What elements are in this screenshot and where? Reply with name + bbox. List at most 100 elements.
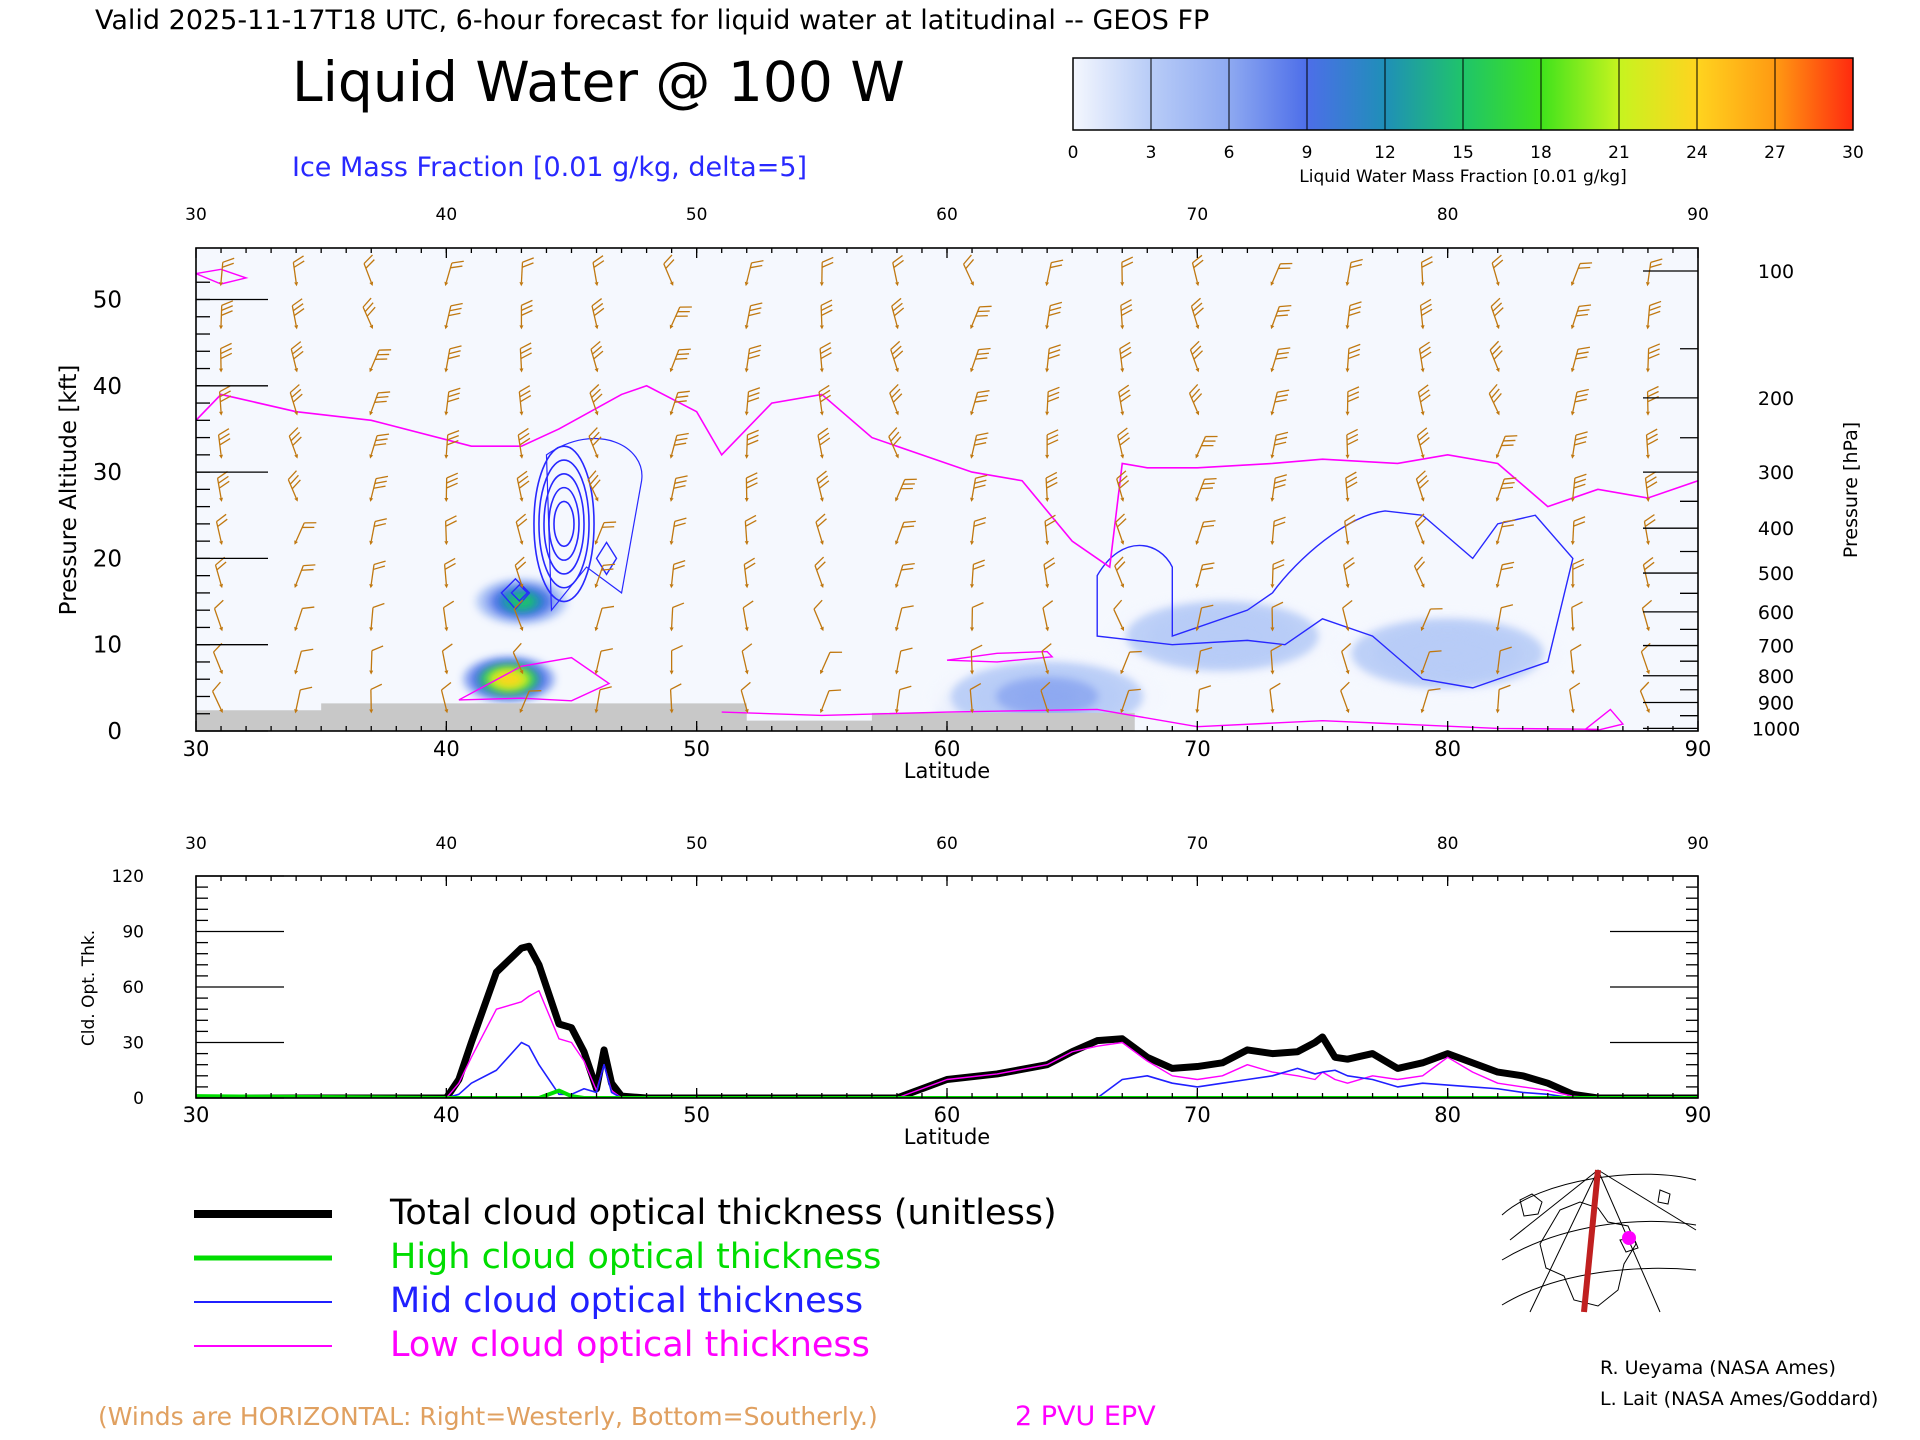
- wind-barb: [970, 474, 988, 502]
- wind-barb: [1045, 259, 1064, 287]
- wind-barb-feather: [443, 600, 455, 609]
- page-title: Liquid Water @ 100 W: [292, 50, 905, 114]
- wind-barb: [1416, 427, 1430, 459]
- wind-barb: [444, 345, 462, 373]
- wind-barb-staff: [1497, 689, 1500, 710]
- wind-barb: [1120, 299, 1133, 330]
- wind-barb: [369, 683, 383, 714]
- wind-barb-tip: [594, 367, 599, 373]
- wind-barb: [669, 306, 692, 330]
- wind-barb-feather: [676, 432, 689, 437]
- wind-barb-feather: [291, 388, 302, 398]
- wind-barb-feather: [1421, 261, 1433, 268]
- wind-barb-tip: [1045, 411, 1050, 416]
- wind-barb: [819, 342, 832, 373]
- wind-barb-feather: [1644, 514, 1655, 522]
- wind-barb-feather: [829, 651, 843, 653]
- wind-barb-feather: [1501, 604, 1514, 609]
- wind-barb-feather: [601, 568, 614, 571]
- wind-barb-staff: [971, 349, 980, 369]
- wind-barb-tip: [444, 627, 449, 632]
- wind-barb-tip: [1120, 454, 1125, 459]
- x-tick-label-top: 30: [185, 205, 207, 225]
- wind-barb-feather: [1575, 393, 1588, 398]
- wind-barb-feather: [1574, 441, 1587, 446]
- wind-barb-tip: [1270, 497, 1275, 502]
- wind-barb-feather: [1202, 562, 1215, 566]
- wind-barb-feather: [745, 514, 757, 522]
- wind-barb: [290, 341, 304, 373]
- wind-barb-feather: [376, 433, 390, 437]
- wind-barb-staff: [1569, 689, 1574, 710]
- y-tick-label: 30: [93, 460, 122, 486]
- wind-barb-feather: [1420, 394, 1431, 403]
- locator-map-inset: [1500, 1165, 1698, 1315]
- wind-barb-feather: [1274, 399, 1287, 403]
- wind-barb: [517, 427, 531, 459]
- wind-barb-feather: [589, 474, 599, 485]
- wind-barb-feather: [1340, 681, 1350, 692]
- wind-barb-tip: [1570, 454, 1575, 459]
- wind-barb-feather: [1190, 388, 1201, 399]
- wind-barb-staff: [295, 689, 301, 710]
- wind-barb-feather: [1577, 346, 1591, 350]
- wind-barb-feather: [519, 385, 531, 393]
- wind-barb-staff: [515, 521, 523, 542]
- wind-barb-feather: [291, 479, 301, 490]
- wind-barb-staff: [746, 434, 749, 455]
- wind-barb-feather: [1349, 301, 1362, 307]
- wind-barb: [1341, 642, 1352, 675]
- bottom-axes-ticks: 30 30 40 40 50 50 60 60 70 70 80 80 90 90 0 30 60 90 120: [112, 834, 1712, 1127]
- wind-barb: [1495, 435, 1518, 459]
- wind-barb-feather: [1119, 437, 1130, 446]
- wind-barb: [1640, 642, 1651, 675]
- wind-barb-tip: [1645, 540, 1650, 546]
- wind-barb-feather: [1200, 646, 1213, 652]
- legend-label-mid: Mid cloud optical thickness: [390, 1281, 863, 1321]
- wind-barb: [369, 560, 386, 589]
- x-tick-label: 70: [1184, 737, 1211, 761]
- wind-barb-tip: [1120, 669, 1125, 675]
- wind-barb: [1645, 258, 1663, 287]
- wind-barb-feather: [1204, 477, 1217, 480]
- wind-barb: [1195, 604, 1214, 632]
- wind-barb-tip: [294, 709, 299, 714]
- wind-barb: [889, 383, 903, 416]
- wind-barb-tip: [1495, 497, 1500, 502]
- wind-barb: [587, 470, 601, 502]
- wind-barb-tip: [294, 281, 299, 287]
- wind-barb-staff: [744, 521, 748, 542]
- wind-barb-feather: [516, 561, 527, 571]
- wind-barb: [1270, 644, 1282, 675]
- wind-barb: [219, 300, 234, 330]
- wind-barb: [369, 602, 385, 632]
- series-line: [196, 1041, 1698, 1098]
- credit-1: R. Ueyama (NASA Ames): [1600, 1357, 1836, 1379]
- wind-barb-staff: [518, 391, 523, 412]
- wind-barb-tip: [1345, 708, 1350, 714]
- wind-barb: [1041, 643, 1052, 675]
- wind-barb-feather: [1574, 478, 1587, 484]
- wind-barb-feather: [218, 433, 230, 441]
- ice-contour: [1096, 510, 1574, 689]
- wind-barb: [1042, 600, 1054, 632]
- wind-barb-tip: [369, 497, 374, 502]
- wind-barb-staff: [1497, 607, 1502, 628]
- wind-barb-staff: [671, 392, 679, 412]
- wind-barb-feather: [892, 393, 903, 403]
- wind-barb-tip: [1120, 583, 1125, 588]
- wind-barb-feather: [375, 438, 388, 442]
- wind-barb-tip: [519, 708, 524, 714]
- wind-barb: [1643, 514, 1656, 546]
- wind-barb: [1189, 340, 1203, 373]
- top-ylabel-left: Pressure Altitude [kft]: [56, 365, 82, 616]
- wind-barb-tip: [970, 670, 975, 675]
- wind-barb-feather: [1648, 343, 1661, 350]
- wind-barb-feather: [1503, 439, 1516, 442]
- wind-barb-feather: [741, 643, 753, 652]
- colorbar-label: Liquid Water Mass Fraction [0.01 g/kg]: [1299, 167, 1626, 187]
- wind-barb-feather: [1650, 258, 1663, 264]
- wind-barb-feather: [1042, 600, 1054, 609]
- wind-barb-feather: [747, 434, 759, 441]
- wind-barb-feather: [817, 475, 829, 484]
